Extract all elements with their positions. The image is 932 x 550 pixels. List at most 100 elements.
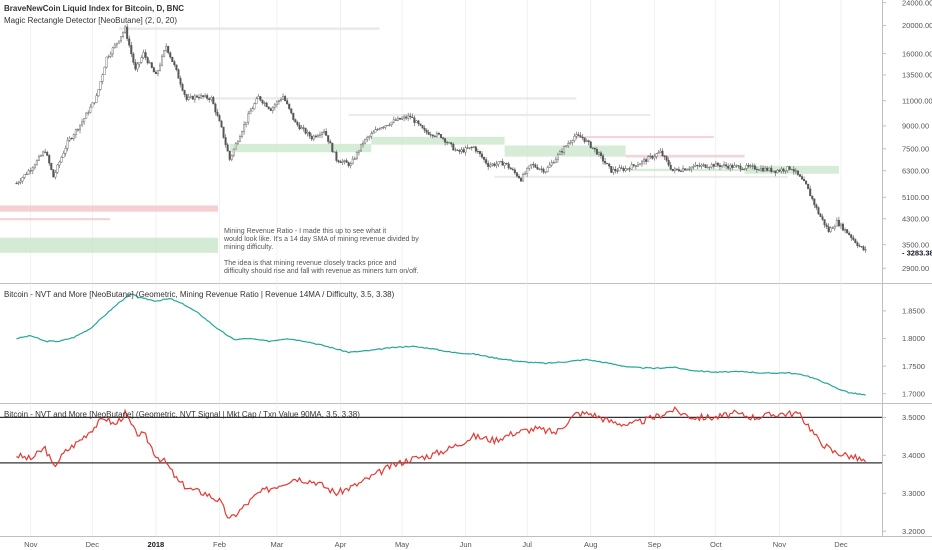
candle-body bbox=[187, 96, 190, 100]
candle-body bbox=[768, 167, 771, 171]
candle-body bbox=[624, 168, 627, 171]
candle-body bbox=[146, 57, 149, 64]
candle-body bbox=[725, 164, 728, 167]
candle-body bbox=[280, 99, 283, 101]
candle-body bbox=[113, 44, 116, 49]
x-tick-label: Dec bbox=[86, 540, 100, 549]
candle-body bbox=[253, 103, 256, 109]
candle-body bbox=[782, 168, 785, 172]
nvt-pane-title: Bitcoin - NVT and More [NeoButane] (Geom… bbox=[4, 410, 360, 419]
candle-body bbox=[794, 170, 797, 172]
candle-body bbox=[497, 161, 500, 165]
x-tick-label: 2018 bbox=[148, 540, 165, 549]
candle-body bbox=[144, 52, 147, 58]
candle-body bbox=[50, 163, 53, 170]
candle-body bbox=[103, 66, 106, 75]
candle-body bbox=[718, 165, 721, 168]
candle-body bbox=[44, 151, 47, 153]
candle-body bbox=[796, 170, 799, 175]
candle-body bbox=[48, 155, 51, 164]
candle-body bbox=[148, 62, 151, 64]
candle-body bbox=[519, 177, 522, 182]
last-price-label: - 3283.38 bbox=[902, 248, 932, 257]
candle-body bbox=[636, 164, 639, 167]
candle-body bbox=[72, 134, 75, 139]
candle-body bbox=[780, 168, 783, 172]
candle-body bbox=[150, 62, 153, 68]
candle-body bbox=[509, 167, 512, 170]
candle-body bbox=[294, 119, 297, 123]
candle-body bbox=[232, 148, 235, 156]
candle-body bbox=[792, 169, 795, 172]
candle-body bbox=[747, 165, 750, 167]
candle-body bbox=[675, 168, 678, 170]
candle-body bbox=[495, 163, 498, 166]
candle-body bbox=[819, 213, 822, 217]
candle-body bbox=[243, 124, 246, 132]
candle-body bbox=[175, 64, 178, 70]
candle-body bbox=[228, 150, 231, 160]
candle-body bbox=[729, 164, 732, 169]
candle-body bbox=[220, 120, 223, 128]
candle-body bbox=[727, 165, 730, 169]
candle-body bbox=[694, 164, 697, 167]
candle-body bbox=[772, 170, 775, 172]
candle-body bbox=[558, 151, 561, 155]
candle-body bbox=[351, 158, 354, 164]
candle-body bbox=[585, 140, 588, 142]
mrr-tick-label: 1.7500 bbox=[902, 362, 925, 371]
candle-body bbox=[255, 98, 258, 104]
candle-body bbox=[517, 175, 520, 179]
candle-body bbox=[85, 112, 88, 119]
candle-body bbox=[632, 164, 635, 166]
candle-body bbox=[499, 161, 502, 163]
candle-body bbox=[154, 71, 157, 75]
candle-body bbox=[805, 180, 808, 185]
candle-body bbox=[811, 195, 814, 200]
candle-body bbox=[743, 168, 746, 170]
candle-body bbox=[532, 163, 535, 166]
candle-body bbox=[407, 115, 410, 119]
candle-body bbox=[522, 173, 525, 182]
candle-body bbox=[362, 142, 365, 145]
candle-body bbox=[368, 136, 371, 138]
candle-body bbox=[561, 151, 564, 153]
candle-body bbox=[60, 157, 63, 163]
x-tick-label: Feb bbox=[213, 540, 226, 549]
candle-body bbox=[206, 95, 209, 99]
price-tick-label: 7500.00 bbox=[902, 145, 929, 154]
candle-body bbox=[556, 154, 559, 160]
candle-body bbox=[76, 129, 79, 131]
candle-body bbox=[591, 147, 594, 149]
price-tick-label: 2900.00 bbox=[902, 264, 929, 273]
candle-body bbox=[770, 167, 773, 172]
candle-body bbox=[288, 103, 291, 109]
x-tick-label: Nov bbox=[24, 540, 38, 549]
candle-body bbox=[156, 70, 159, 75]
candle-body bbox=[803, 179, 806, 182]
candle-body bbox=[788, 166, 791, 170]
candle-body bbox=[448, 142, 451, 144]
candle-body bbox=[723, 164, 726, 166]
candle-body bbox=[567, 143, 570, 147]
note-line-5: The idea is that mining revenue closely … bbox=[224, 260, 396, 267]
candle-body bbox=[677, 169, 680, 172]
candle-body bbox=[513, 169, 516, 173]
candle-body bbox=[167, 46, 170, 53]
candle-body bbox=[815, 204, 818, 208]
candle-body bbox=[275, 101, 278, 106]
candle-body bbox=[249, 110, 252, 115]
price-tick-label: 9000.00 bbox=[902, 122, 929, 131]
candle-body bbox=[759, 167, 762, 171]
candle-body bbox=[152, 67, 155, 73]
candle-body bbox=[511, 168, 514, 171]
candle-body bbox=[161, 55, 164, 66]
candle-body bbox=[684, 168, 687, 171]
candle-body bbox=[335, 152, 338, 161]
candle-body bbox=[290, 108, 293, 114]
candle-body bbox=[353, 158, 356, 160]
candle-body bbox=[554, 158, 557, 163]
candle-body bbox=[390, 121, 393, 126]
candle-body bbox=[751, 165, 754, 167]
